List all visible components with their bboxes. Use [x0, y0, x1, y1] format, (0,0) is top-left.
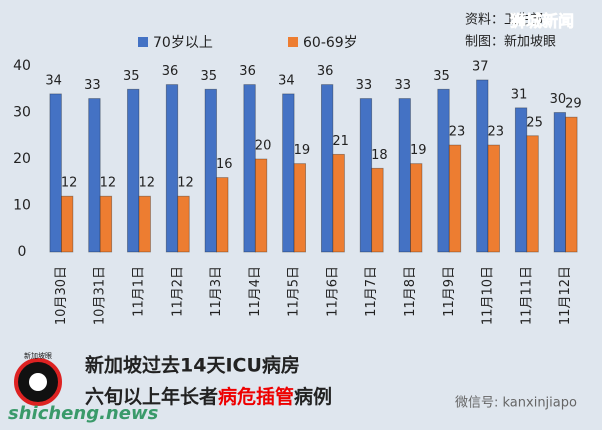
- y-tick-label: 40: [13, 58, 31, 74]
- bar: [216, 177, 229, 253]
- watermark: 狮城新闻: [509, 12, 574, 31]
- x-tick-label: 11月9日: [442, 266, 457, 317]
- x-tick-label: 11月10日: [481, 266, 496, 325]
- x-tick-label: 11月5日: [287, 266, 302, 317]
- value-label: 34: [278, 73, 295, 88]
- bar: [553, 112, 567, 253]
- subtitle-part: 六旬以上年长者: [85, 385, 218, 408]
- x-tick-label: 10月30日: [54, 266, 69, 325]
- subtitle-part: 病例: [294, 385, 332, 408]
- value-label: 29: [565, 97, 582, 112]
- legend-swatch: [288, 37, 298, 47]
- value-label: 36: [317, 64, 334, 79]
- bar: [448, 144, 462, 253]
- bar: [565, 116, 578, 253]
- subtitle-part: 病危插管: [218, 385, 294, 408]
- value-label: 33: [356, 78, 373, 93]
- y-tick-label: 10: [13, 198, 31, 214]
- value-label: 18: [371, 148, 388, 163]
- value-label: 31: [511, 87, 528, 102]
- logo-icon: [29, 373, 47, 391]
- y-tick-label: 20: [13, 151, 31, 167]
- bar: [282, 93, 295, 253]
- bar: [138, 195, 151, 253]
- bar: [410, 163, 423, 253]
- bar: [320, 84, 334, 253]
- logo-text: 新加坡眼: [24, 351, 52, 360]
- legend-label: 70岁以上: [153, 35, 213, 51]
- bar: [88, 98, 101, 253]
- x-tick-label: 11月7日: [364, 266, 379, 317]
- bar: [371, 167, 384, 253]
- bar: [293, 163, 307, 253]
- legend-swatch: [138, 37, 148, 47]
- chart-title: 新加坡过去14天ICU病房: [85, 354, 300, 377]
- value-label: 33: [84, 78, 101, 93]
- bar: [177, 195, 190, 253]
- bar: [99, 195, 113, 253]
- x-tick-label: 11月8日: [403, 266, 418, 317]
- bar: [243, 84, 256, 253]
- value-label: 19: [410, 143, 427, 158]
- value-label: 35: [123, 69, 140, 84]
- value-label: 12: [61, 176, 78, 191]
- value-label: 20: [255, 139, 272, 154]
- value-label: 35: [433, 69, 450, 84]
- value-label: 21: [332, 134, 349, 149]
- bar: [487, 144, 500, 253]
- x-tick-label: 11月12日: [558, 266, 573, 325]
- bar: [514, 107, 528, 253]
- value-label: 23: [488, 125, 505, 140]
- x-tick-label: 11月1日: [131, 266, 146, 317]
- value-label: 34: [45, 73, 62, 88]
- bar: [332, 153, 345, 253]
- y-tick-label: 30: [13, 105, 31, 121]
- source: 资料：卫生部: [465, 13, 543, 28]
- x-tick-label: 11月2日: [170, 266, 185, 317]
- bar: [437, 88, 450, 253]
- x-tick-label: 10月31日: [93, 266, 108, 325]
- bar: [398, 98, 411, 253]
- bar: [60, 195, 74, 253]
- wechat: 微信号: kanxinjiapo: [455, 396, 577, 411]
- bar: [476, 79, 489, 253]
- value-label: 36: [162, 64, 179, 79]
- value-label: 36: [239, 64, 256, 79]
- value-label: 30: [550, 92, 567, 107]
- y-tick-label: 0: [18, 244, 27, 260]
- x-tick-label: 11月4日: [248, 266, 263, 317]
- x-tick-label: 11月11日: [519, 266, 534, 325]
- author: 制图：新加坡眼: [465, 34, 556, 50]
- bar: [526, 135, 539, 253]
- value-label: 12: [100, 176, 117, 191]
- value-label: 23: [449, 125, 466, 140]
- bar: [165, 84, 179, 253]
- value-label: 25: [526, 115, 543, 130]
- value-label: 12: [177, 176, 194, 191]
- value-label: 35: [201, 69, 218, 84]
- bar: [204, 88, 217, 253]
- bar: [359, 98, 373, 253]
- value-label: 12: [138, 176, 155, 191]
- value-label: 33: [394, 78, 411, 93]
- subtitle: 六旬以上年长者病危插管病例: [85, 385, 332, 408]
- x-tick-label: 11月3日: [209, 266, 224, 317]
- site: shicheng.news: [8, 403, 159, 424]
- x-tick-label: 11月6日: [325, 266, 340, 317]
- bar: [254, 158, 268, 253]
- value-label: 37: [472, 59, 489, 74]
- value-label: 16: [216, 157, 233, 172]
- bar: [127, 88, 140, 253]
- bar: [49, 93, 62, 253]
- value-label: 19: [294, 143, 311, 158]
- legend-label: 60-69岁: [303, 35, 358, 51]
